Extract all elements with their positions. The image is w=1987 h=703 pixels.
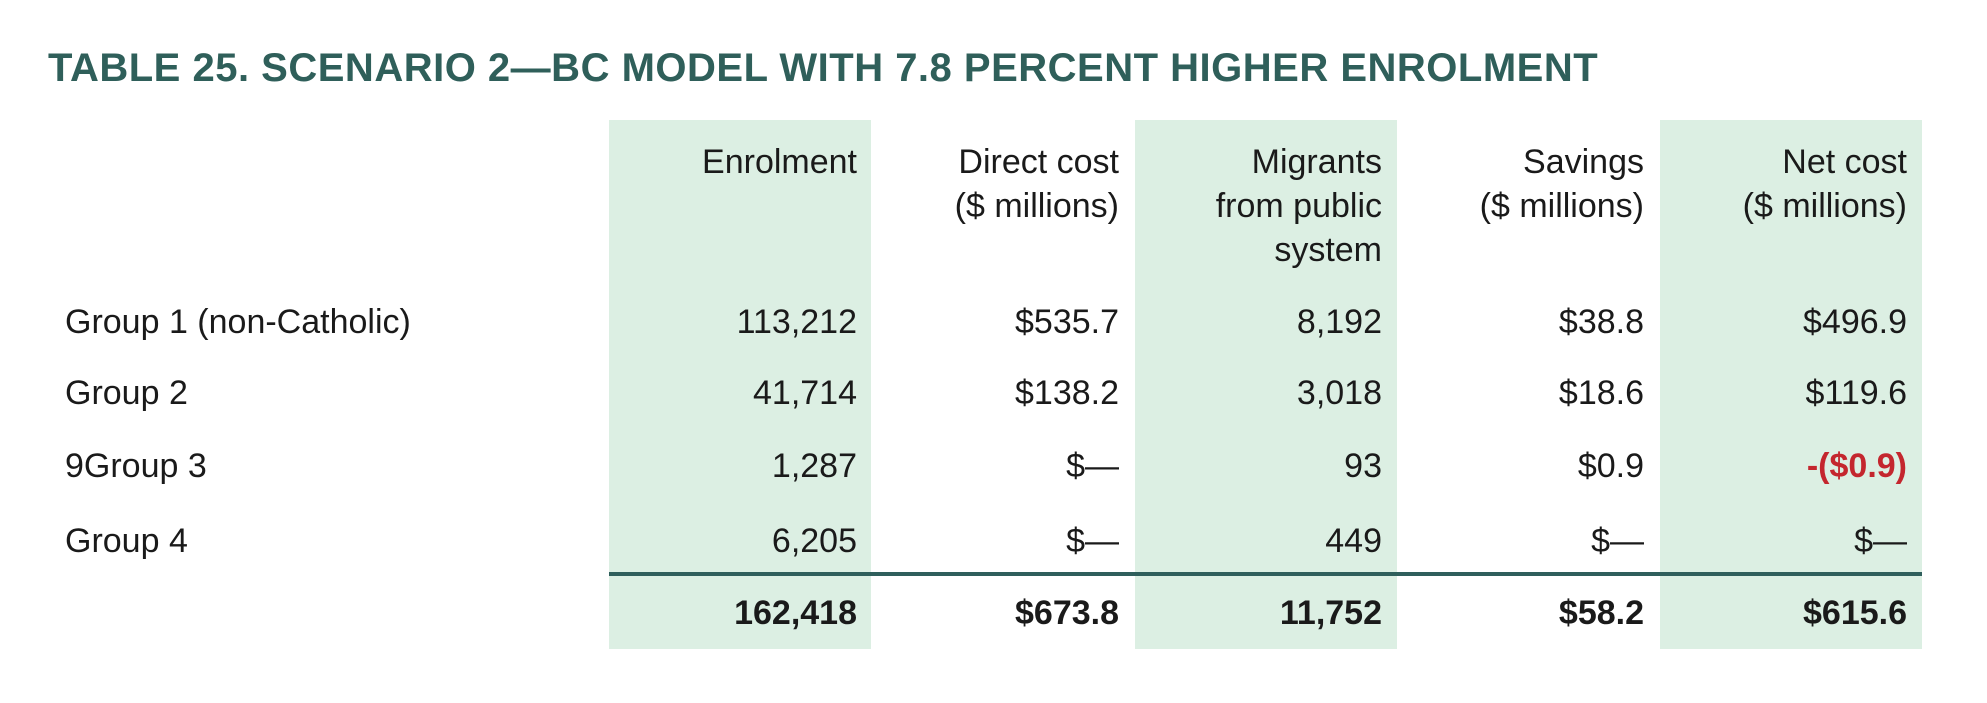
total-cell: $615.6 bbox=[1803, 594, 1907, 632]
column-band-net-cost bbox=[1660, 120, 1922, 649]
column-header: Migrants from public system bbox=[1142, 140, 1382, 272]
column-band-enrolment bbox=[609, 120, 871, 649]
table-cell: 3,018 bbox=[1296, 374, 1382, 412]
column-header-line: ($ millions) bbox=[1479, 187, 1644, 225]
column-header: Savings ($ millions) bbox=[1404, 140, 1644, 228]
column-header: Enrolment bbox=[617, 140, 857, 184]
total-cell: 162,418 bbox=[734, 594, 857, 632]
table-cell: $18.6 bbox=[1558, 374, 1644, 412]
table-cell: $119.6 bbox=[1805, 374, 1907, 412]
table-cell: 41,714 bbox=[753, 374, 857, 412]
total-rule bbox=[609, 572, 1922, 576]
total-cell: 11,752 bbox=[1279, 594, 1382, 632]
column-header: Direct cost ($ millions) bbox=[879, 140, 1119, 228]
total-cell: $58.2 bbox=[1558, 594, 1644, 632]
table-cell: -($0.9) bbox=[1806, 447, 1907, 485]
column-header: Net cost ($ millions) bbox=[1667, 140, 1907, 228]
table-cell: $38.8 bbox=[1558, 303, 1644, 341]
row-label: Group 2 bbox=[65, 374, 188, 412]
table-cell: 93 bbox=[1344, 447, 1382, 485]
column-header-line: Savings bbox=[1523, 143, 1644, 181]
row-label: Group 1 (non-Catholic) bbox=[65, 303, 411, 341]
table-cell: $— bbox=[1066, 522, 1119, 560]
column-header-line: Direct cost bbox=[958, 143, 1119, 181]
row-label: 9Group 3 bbox=[65, 447, 207, 485]
column-band-migrants bbox=[1135, 120, 1397, 649]
table-title: TABLE 25. SCENARIO 2—BC MODEL WITH 7.8 P… bbox=[48, 46, 1599, 90]
table-cell: $0.9 bbox=[1577, 447, 1644, 485]
column-header-line: from public bbox=[1215, 187, 1382, 225]
column-header-line: Net cost bbox=[1782, 143, 1907, 181]
table-cell: 6,205 bbox=[771, 522, 857, 560]
column-header-line: ($ millions) bbox=[954, 187, 1119, 225]
column-header-line: Enrolment bbox=[702, 143, 857, 181]
table-cell: 449 bbox=[1325, 522, 1382, 560]
column-header-line: Migrants bbox=[1251, 143, 1382, 181]
table-cell: $496.9 bbox=[1803, 303, 1907, 341]
table-cell: $— bbox=[1854, 522, 1907, 560]
table-cell: $— bbox=[1591, 522, 1644, 560]
table-cell: 1,287 bbox=[771, 447, 857, 485]
column-header-line: ($ millions) bbox=[1742, 187, 1907, 225]
table-cell: 8,192 bbox=[1296, 303, 1382, 341]
table-cell: 113,212 bbox=[736, 303, 857, 341]
row-label: Group 4 bbox=[65, 522, 188, 560]
total-cell: $673.8 bbox=[1015, 594, 1119, 632]
column-header-line: system bbox=[1274, 231, 1382, 269]
table-cell: $— bbox=[1066, 447, 1119, 485]
table-cell: $535.7 bbox=[1015, 303, 1119, 341]
table-cell: $138.2 bbox=[1015, 374, 1119, 412]
